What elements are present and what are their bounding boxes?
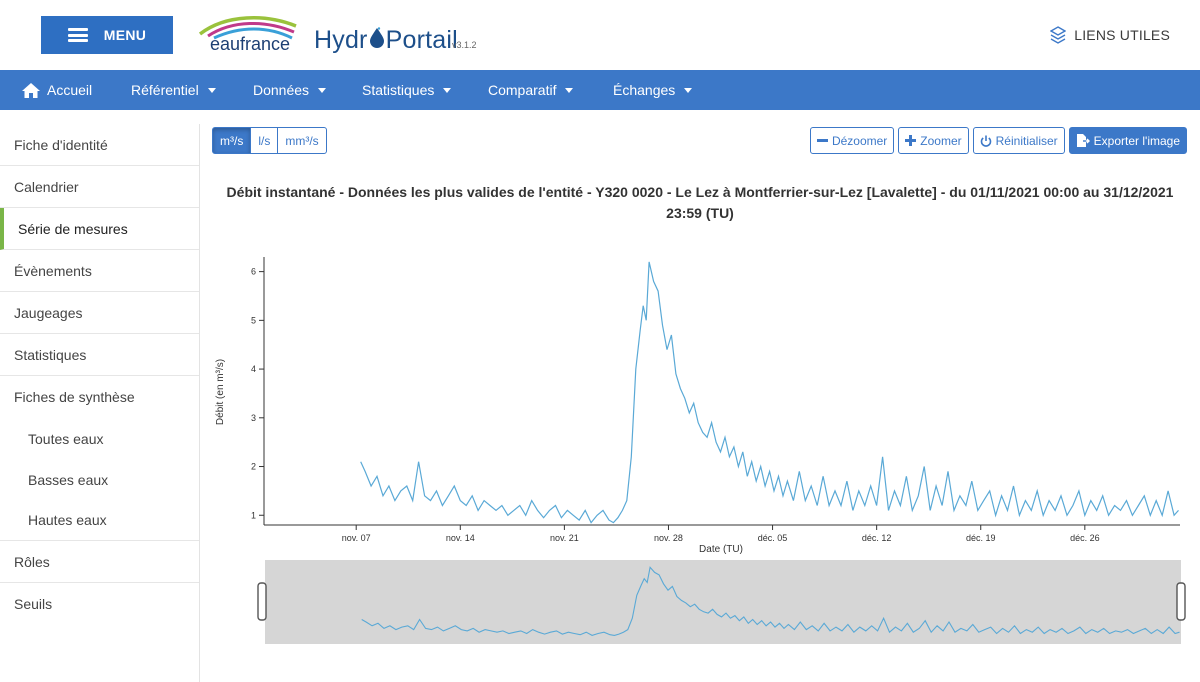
x-tick-label: déc. 12 bbox=[862, 533, 892, 543]
flow-chart[interactable]: 1 2 3 4 5 6 nov. 07 nov. 14 nov. 21 nov. 28 déc. … bbox=[200, 230, 1200, 560]
sidebar-item-label: Fiche d'identité bbox=[14, 136, 108, 153]
sidebar-item-label: Série de mesures bbox=[18, 220, 128, 237]
sidebar-item-calendrier[interactable]: Calendrier bbox=[0, 166, 199, 208]
x-axis-label: Date (TU) bbox=[699, 544, 743, 555]
hamburger-icon bbox=[67, 28, 88, 42]
navigator-right-handle[interactable] bbox=[1176, 582, 1186, 621]
nav-item-echanges[interactable]: Échanges bbox=[613, 70, 693, 110]
export-image-label: Exporter l'image bbox=[1093, 133, 1180, 148]
dezoom-button[interactable]: Dézoomer bbox=[809, 127, 895, 154]
zoom-label: Zoomer bbox=[920, 133, 962, 148]
sidebar-item-label: Rôles bbox=[14, 553, 50, 570]
sidebar-item-statistiques[interactable]: Statistiques bbox=[0, 334, 199, 376]
nav-label: Comparatif bbox=[488, 82, 557, 98]
caret-down-icon bbox=[443, 87, 452, 93]
navigator-selection[interactable] bbox=[265, 560, 1181, 644]
sidebar-item-label: Hautes eaux bbox=[28, 512, 107, 528]
unit-button-mm3s[interactable]: mm³/s bbox=[277, 127, 327, 154]
y-tick-label: 2 bbox=[251, 462, 256, 472]
sidebar-item-evenements[interactable]: Évènements bbox=[0, 250, 199, 292]
version-label: v3.1.2 bbox=[452, 40, 477, 50]
sidebar-item-label: Statistiques bbox=[14, 346, 87, 363]
reset-label: Réinitialiser bbox=[995, 133, 1058, 148]
sidebar-item-serie-mesures[interactable]: Série de mesures bbox=[0, 208, 199, 250]
unit-toggle-group: m³/s l/s mm³/s bbox=[212, 127, 327, 154]
layers-icon bbox=[1050, 26, 1067, 44]
nav-label: Référentiel bbox=[131, 82, 199, 98]
power-icon bbox=[980, 135, 991, 147]
sidebar: Fiche d'identité Calendrier Série de mes… bbox=[0, 124, 200, 682]
unit-button-ls[interactable]: l/s bbox=[250, 127, 279, 154]
y-tick-label: 1 bbox=[251, 510, 256, 520]
sidebar-item-seuils[interactable]: Seuils bbox=[0, 583, 199, 625]
menu-button[interactable]: MENU bbox=[41, 16, 173, 54]
flow-series-line bbox=[360, 261, 1179, 524]
caret-down-icon bbox=[207, 87, 216, 93]
export-image-button[interactable]: Exporter l'image bbox=[1068, 127, 1187, 154]
sidebar-item-fiche-identite[interactable]: Fiche d'identité bbox=[0, 124, 199, 166]
sidebar-item-hautes-eaux[interactable]: Hautes eaux bbox=[0, 500, 199, 541]
nav-item-statistiques[interactable]: Statistiques bbox=[362, 70, 452, 110]
sidebar-item-label: Toutes eaux bbox=[28, 430, 104, 447]
nav-item-referentiel[interactable]: Référentiel bbox=[131, 70, 216, 110]
sidebar-item-label: Basses eaux bbox=[28, 471, 109, 488]
x-tick-label: déc. 19 bbox=[966, 533, 996, 543]
y-tick-label: 3 bbox=[251, 413, 256, 423]
eaufrance-logo-text: eaufrance bbox=[210, 34, 291, 54]
nav-item-accueil[interactable]: Accueil bbox=[21, 70, 92, 110]
dezoom-label: Dézoomer bbox=[831, 133, 888, 148]
liens-utiles-label: LIENS UTILES bbox=[1074, 27, 1170, 43]
x-tick-label: nov. 28 bbox=[654, 533, 683, 543]
chart-actions: Dézoomer Zoomer Réinitialiser Exporter l… bbox=[809, 127, 1187, 154]
nav-item-comparatif[interactable]: Comparatif bbox=[488, 70, 574, 110]
sidebar-item-toutes-eaux[interactable]: Toutes eaux bbox=[0, 418, 199, 459]
nav-item-donnees[interactable]: Données bbox=[253, 70, 327, 110]
x-tick-label: nov. 14 bbox=[446, 533, 475, 543]
x-tick-label: déc. 26 bbox=[1070, 533, 1100, 543]
y-tick-label: 6 bbox=[251, 267, 256, 277]
hydroportail-suffix: Portail bbox=[385, 26, 458, 54]
home-icon bbox=[22, 82, 40, 98]
main-nav: Accueil Référentiel Données Statistiques… bbox=[0, 70, 1200, 110]
y-tick-label: 5 bbox=[251, 315, 256, 325]
liens-utiles-link[interactable]: LIENS UTILES bbox=[1050, 26, 1170, 44]
sidebar-item-label: Calendrier bbox=[14, 178, 79, 195]
nav-label: Statistiques bbox=[362, 82, 435, 98]
nav-label: Échanges bbox=[613, 82, 676, 98]
x-tick-label: nov. 07 bbox=[342, 533, 371, 543]
caret-down-icon bbox=[565, 87, 574, 93]
navigator-series-line bbox=[361, 566, 1180, 636]
water-drop-icon bbox=[369, 26, 385, 48]
y-axis-label: Débit (en m³/s) bbox=[215, 359, 226, 425]
sidebar-item-jaugeages[interactable]: Jaugeages bbox=[0, 292, 199, 334]
sidebar-item-basses-eaux[interactable]: Basses eaux bbox=[0, 459, 199, 500]
nav-label: Données bbox=[253, 82, 310, 98]
sidebar-item-fiches-synthese[interactable]: Fiches de synthèse bbox=[0, 376, 199, 418]
nav-label: Accueil bbox=[47, 82, 93, 98]
sidebar-item-label: Fiches de synthèse bbox=[14, 389, 135, 405]
sidebar-item-label: Jaugeages bbox=[14, 304, 83, 321]
caret-down-icon bbox=[318, 87, 327, 93]
zoom-button[interactable]: Zoomer bbox=[898, 127, 969, 154]
reset-button[interactable]: Réinitialiser bbox=[972, 127, 1065, 154]
plus-icon bbox=[905, 135, 917, 146]
file-export-icon bbox=[1076, 134, 1090, 147]
unit-button-m3s[interactable]: m³/s bbox=[212, 127, 252, 154]
sidebar-item-label: Seuils bbox=[14, 596, 53, 612]
x-tick-label: nov. 21 bbox=[550, 533, 579, 543]
menu-label: MENU bbox=[103, 27, 147, 43]
x-tick-label: déc. 05 bbox=[758, 533, 788, 543]
hydroportail-prefix: Hydr bbox=[314, 26, 368, 54]
navigator-left-handle[interactable] bbox=[257, 582, 267, 621]
chart-title: Débit instantané - Données les plus vali… bbox=[226, 184, 1174, 221]
y-tick-label: 4 bbox=[251, 364, 256, 374]
hydroportail-logo: Hydr Portail bbox=[314, 26, 458, 55]
sidebar-item-roles[interactable]: Rôles bbox=[0, 541, 199, 583]
sidebar-item-label: Évènements bbox=[14, 262, 92, 279]
eaufrance-logo-swoosh-icon bbox=[198, 16, 297, 40]
caret-down-icon bbox=[684, 87, 693, 93]
minus-icon bbox=[816, 139, 828, 142]
range-navigator[interactable] bbox=[255, 556, 1195, 648]
header: MENU eaufrance Hydr Portail v3.1.2 LIENS… bbox=[0, 0, 1200, 70]
